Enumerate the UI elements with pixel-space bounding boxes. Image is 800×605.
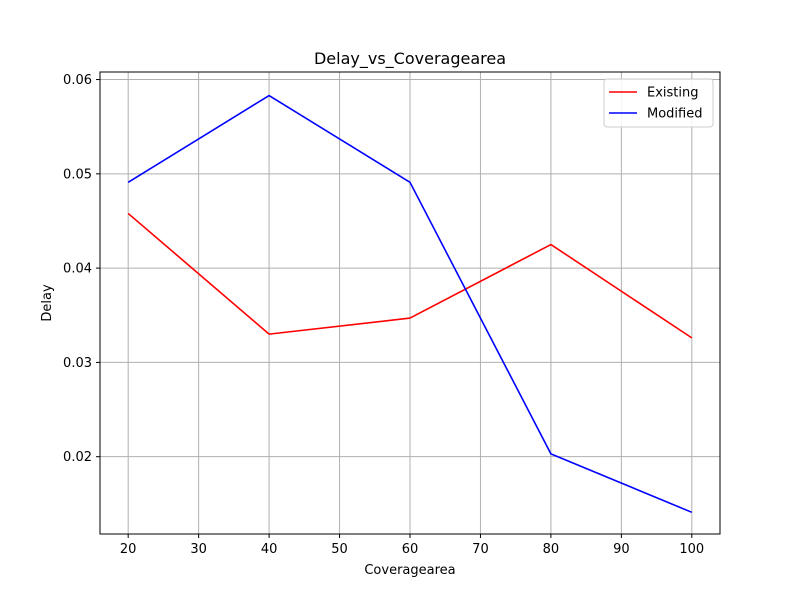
x-tick-label: 20 xyxy=(120,542,137,557)
x-tick-label: 30 xyxy=(190,542,207,557)
y-tick-label: 0.06 xyxy=(63,73,92,88)
series-line-modified xyxy=(127,94,693,514)
legend: Existing Modified xyxy=(603,78,714,128)
y-axis-ticks: 0.02 0.03 0.04 0.05 0.06 xyxy=(63,73,100,465)
x-tick-label: 80 xyxy=(543,542,560,557)
legend-label: Modified xyxy=(647,107,702,122)
series-lines xyxy=(127,94,693,514)
legend-box xyxy=(603,78,714,128)
y-tick-label: 0.02 xyxy=(63,450,92,465)
x-tick-label: 90 xyxy=(613,542,630,557)
y-axis-label: Delay xyxy=(40,284,55,322)
grid xyxy=(100,72,720,534)
legend-label: Existing xyxy=(647,86,699,101)
x-tick-label: 60 xyxy=(402,542,419,557)
x-tick-label: 50 xyxy=(331,542,348,557)
x-tick-label: 40 xyxy=(261,542,278,557)
x-tick-label: 100 xyxy=(679,542,704,557)
y-tick-label: 0.04 xyxy=(63,262,92,277)
chart-title: Delay_vs_Coveragearea xyxy=(314,49,506,69)
x-tick-label: 70 xyxy=(472,542,489,557)
x-axis-ticks: 20 30 40 50 60 70 80 90 100 xyxy=(120,534,704,557)
y-tick-label: 0.03 xyxy=(63,356,92,371)
y-tick-label: 0.05 xyxy=(63,167,92,182)
x-axis-label: Coveragearea xyxy=(364,563,455,578)
series-line-existing xyxy=(127,212,693,339)
